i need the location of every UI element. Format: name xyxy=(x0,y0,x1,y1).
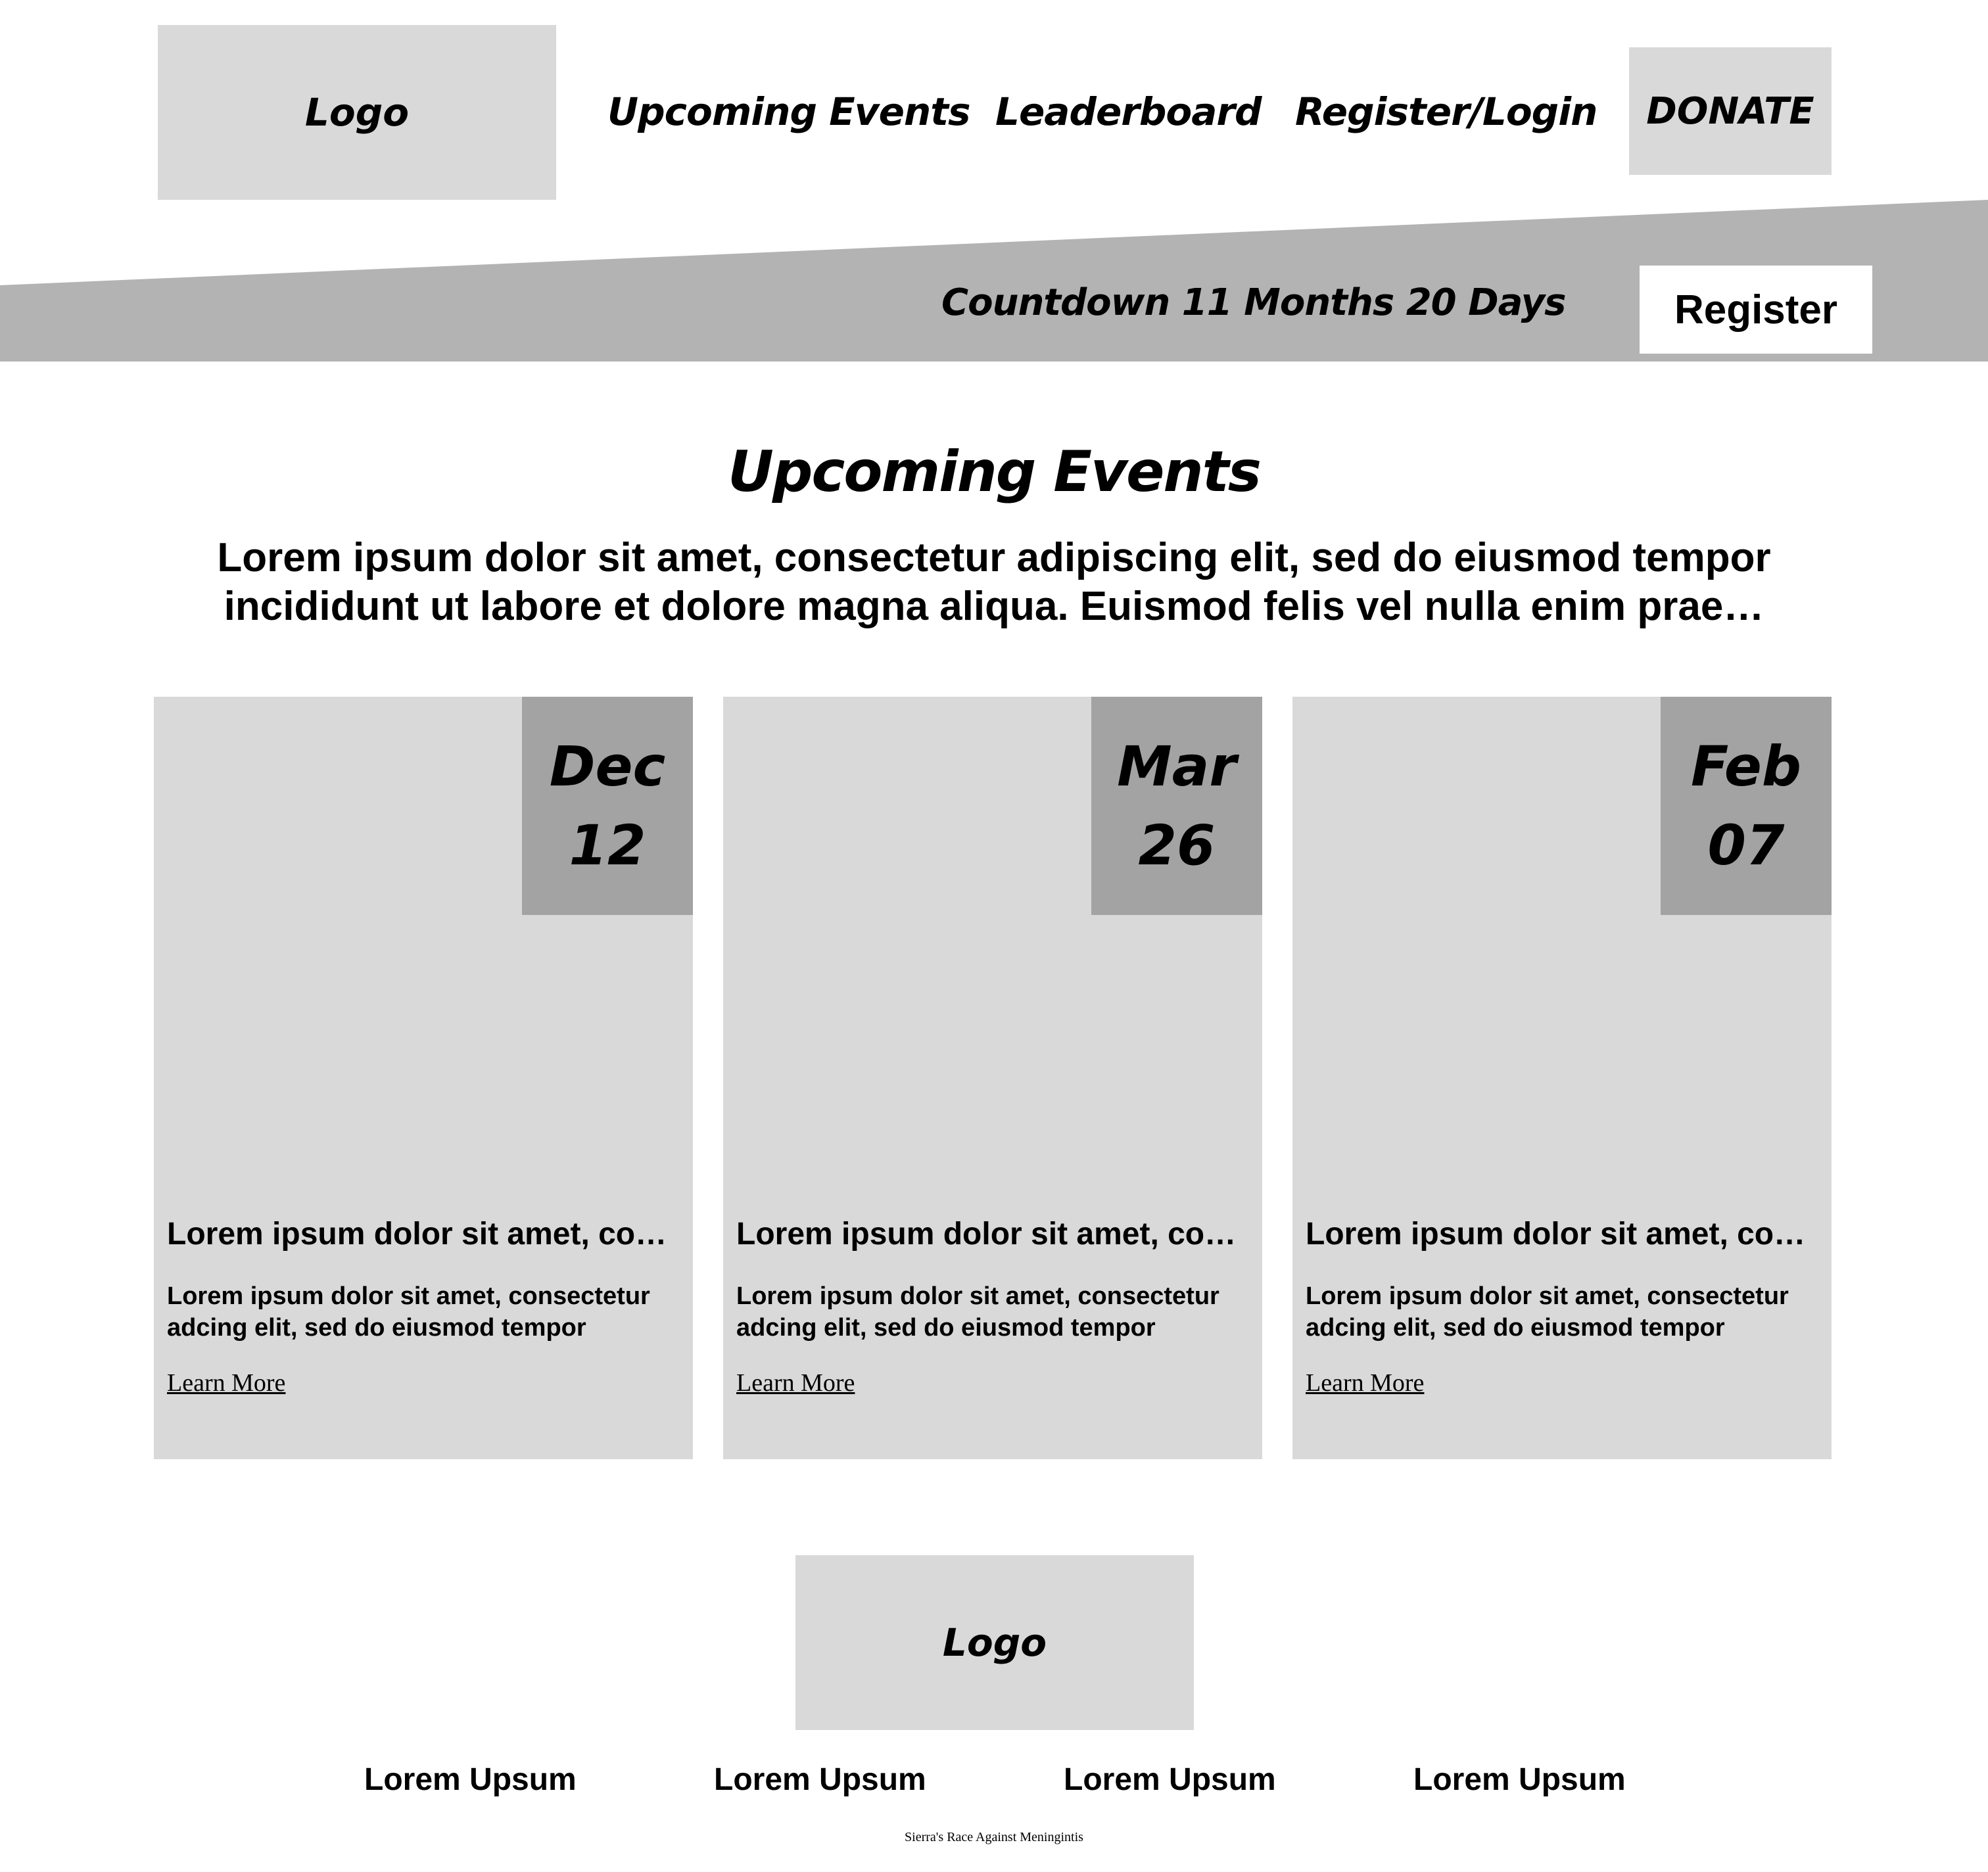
register-button-label: Register xyxy=(1674,287,1838,333)
banner-shape xyxy=(0,200,1988,362)
footer-caption: Sierra's Race Against Meningintis xyxy=(905,1830,1083,1844)
date-month: Feb xyxy=(1691,734,1801,799)
event-card[interactable]: Mar 26 Lorem ipsum dolor sit amet, co… L… xyxy=(723,697,1262,1459)
footer-link[interactable]: Lorem Upsum xyxy=(1064,1762,1276,1797)
date-month: Mar xyxy=(1117,734,1237,799)
learn-more-link[interactable]: Learn More xyxy=(1306,1369,1425,1397)
event-title: Lorem ipsum dolor sit amet, co… xyxy=(1306,1217,1806,1252)
nav-upcoming-events[interactable]: Upcoming Events xyxy=(607,89,970,134)
footer-link[interactable]: Lorem Upsum xyxy=(714,1762,926,1797)
nav-leaderboard[interactable]: Leaderboard xyxy=(995,89,1262,134)
register-button[interactable]: Register xyxy=(1640,266,1872,354)
date-month: Dec xyxy=(549,734,666,799)
event-title: Lorem ipsum dolor sit amet, co… xyxy=(736,1217,1237,1252)
section-title: Upcoming Events xyxy=(728,439,1262,505)
date-day: 12 xyxy=(569,813,646,878)
date-day: 07 xyxy=(1707,813,1785,878)
date-badge: Mar 26 xyxy=(1091,697,1262,915)
footer-link[interactable]: Lorem Upsum xyxy=(1413,1762,1626,1797)
section-intro: Lorem ipsum dolor sit amet, consectetur … xyxy=(217,535,1771,629)
learn-more-link[interactable]: Learn More xyxy=(167,1369,286,1397)
event-description: Lorem ipsum dolor sit amet, consectetur … xyxy=(167,1282,650,1342)
footer-logo-label: Logo xyxy=(942,1620,1047,1665)
event-description: Lorem ipsum dolor sit amet, consectetur … xyxy=(736,1282,1219,1342)
footer-link[interactable]: Lorem Upsum xyxy=(364,1762,577,1797)
event-card[interactable]: Feb 07 Lorem ipsum dolor sit amet, co… L… xyxy=(1292,697,1832,1459)
donate-button[interactable]: DONATE xyxy=(1629,47,1832,175)
date-badge: Feb 07 xyxy=(1661,697,1832,915)
date-badge: Dec 12 xyxy=(522,697,693,915)
event-description: Lorem ipsum dolor sit amet, consectetur … xyxy=(1306,1282,1789,1342)
header-logo[interactable]: Logo xyxy=(158,25,556,200)
event-title: Lorem ipsum dolor sit amet, co… xyxy=(167,1217,667,1252)
donate-button-label: DONATE xyxy=(1646,89,1814,133)
countdown-text: Countdown 11 Months 20 Days xyxy=(941,281,1566,324)
learn-more-link[interactable]: Learn More xyxy=(736,1369,855,1397)
nav-register-login[interactable]: Register/Login xyxy=(1295,89,1598,134)
countdown-banner xyxy=(0,200,1988,362)
event-card[interactable]: Dec 12 Lorem ipsum dolor sit amet, co… L… xyxy=(154,697,693,1459)
header-logo-label: Logo xyxy=(304,90,410,135)
footer-logo[interactable]: Logo xyxy=(795,1555,1194,1730)
date-day: 26 xyxy=(1138,813,1216,878)
